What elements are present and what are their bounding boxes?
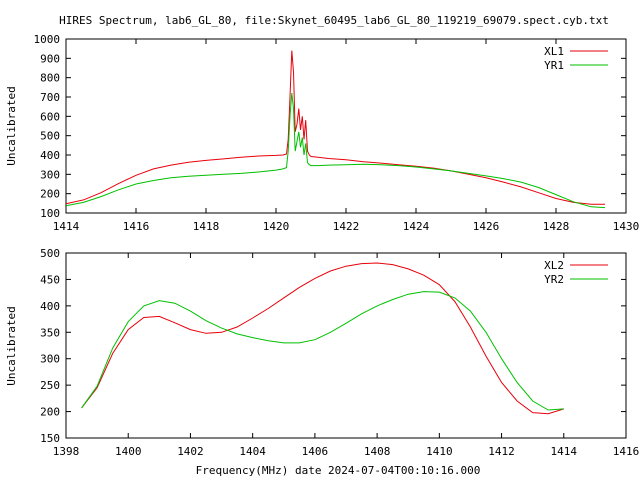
y-tick-label: 500 xyxy=(40,247,60,260)
y-tick-label: 250 xyxy=(40,379,60,392)
chart-title: HIRES Spectrum, lab6_GL_80, file:Skynet_… xyxy=(59,14,609,27)
y-tick-label: 500 xyxy=(40,130,60,143)
series-line-xl2 xyxy=(81,262,564,415)
y-tick-label: 1000 xyxy=(34,33,61,46)
series-line-xl1 xyxy=(65,50,605,205)
y-tick-label: 900 xyxy=(40,52,60,65)
legend-label-xl1: XL1 xyxy=(544,45,564,58)
x-tick-label: 1424 xyxy=(403,220,430,233)
x-tick-label: 1422 xyxy=(333,220,360,233)
x-tick-label: 1420 xyxy=(263,220,290,233)
plot-frame xyxy=(65,252,627,439)
y-tick-label: 400 xyxy=(40,149,60,162)
x-tick-label: 1400 xyxy=(115,445,142,458)
x-tick-label: 1410 xyxy=(426,445,453,458)
x-tick-label: 1426 xyxy=(473,220,500,233)
x-tick-label: 1414 xyxy=(53,220,80,233)
x-axis-label: Frequency(MHz) date 2024-07-04T00:10:16.… xyxy=(196,464,481,477)
x-tick-label: 1418 xyxy=(193,220,220,233)
legend-label-yr2: YR2 xyxy=(544,273,564,286)
legend-label-xl2: XL2 xyxy=(544,259,564,272)
panel-2: 1398 1400 1402 1404 1406 1408 1410 1412 1414 1416… xyxy=(5,247,639,458)
x-tick-label: 1412 xyxy=(488,445,515,458)
y-tick-label: 600 xyxy=(40,110,60,123)
y-tick-label: 200 xyxy=(40,188,60,201)
y-tick-label: 150 xyxy=(40,432,60,445)
y-tick-label: 350 xyxy=(40,326,60,339)
x-tick-label: 1404 xyxy=(239,445,266,458)
x-tick-label: 1416 xyxy=(613,445,640,458)
y-tick-label: 800 xyxy=(40,72,60,85)
x-tick-label: 1428 xyxy=(543,220,570,233)
panel-1: 1414 1416 1418 1420 1422 1424 1426 1428 1430 100 2… xyxy=(5,33,639,233)
y-tick-label: 100 xyxy=(40,207,60,220)
y-tick-label: 400 xyxy=(40,300,60,313)
series-line-yr1 xyxy=(65,93,606,209)
x-tick-label: 1414 xyxy=(551,445,578,458)
x-tick-label: 1430 xyxy=(613,220,640,233)
y-tick-label: 300 xyxy=(40,353,60,366)
legend-label-yr1: YR1 xyxy=(544,59,564,72)
y-tick-label: 700 xyxy=(40,91,60,104)
x-tick-label: 1406 xyxy=(302,445,329,458)
y-tick-label: 300 xyxy=(40,168,60,181)
y-axis-label: Uncalibrated xyxy=(5,86,18,165)
panels: 1414 1416 1418 1420 1422 1424 1426 1428 1430 100 2… xyxy=(5,33,639,458)
x-tick-label: 1408 xyxy=(364,445,391,458)
y-tick-label: 450 xyxy=(40,273,60,286)
y-tick-label: 200 xyxy=(40,406,60,419)
series-line-yr2 xyxy=(81,291,564,411)
x-tick-label: 1416 xyxy=(123,220,150,233)
x-tick-label: 1398 xyxy=(53,445,80,458)
y-axis-label: Uncalibrated xyxy=(5,306,18,385)
x-tick-label: 1402 xyxy=(177,445,204,458)
